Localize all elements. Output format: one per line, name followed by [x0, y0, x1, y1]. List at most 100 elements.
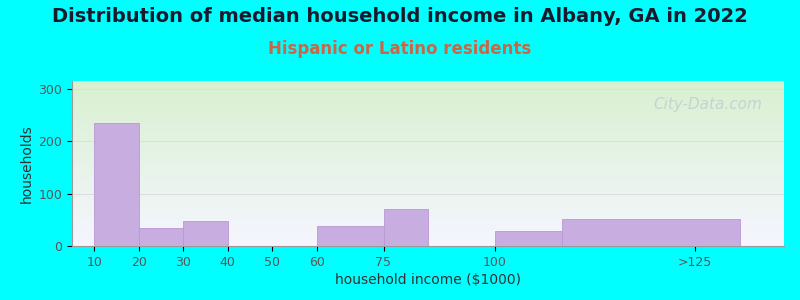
Bar — [72, 188, 784, 189]
Bar — [72, 83, 784, 84]
Bar — [72, 186, 784, 187]
Bar — [72, 222, 784, 223]
Bar — [72, 245, 784, 246]
Bar — [72, 84, 784, 85]
Bar — [72, 125, 784, 126]
Bar — [72, 242, 784, 243]
Bar — [72, 173, 784, 174]
Bar — [72, 109, 784, 110]
Bar — [72, 151, 784, 152]
Bar — [72, 168, 784, 169]
Bar — [72, 139, 784, 140]
Bar — [72, 94, 784, 95]
Bar — [72, 81, 784, 82]
Bar — [383, 209, 428, 246]
Bar — [72, 97, 784, 98]
Bar — [72, 89, 784, 90]
Bar — [72, 225, 784, 226]
Bar — [72, 197, 784, 198]
Bar — [317, 226, 383, 246]
Bar — [72, 195, 784, 196]
Bar — [72, 123, 784, 124]
Bar — [72, 137, 784, 138]
Bar — [72, 212, 784, 213]
Bar — [72, 203, 784, 204]
Bar — [72, 114, 784, 115]
Bar — [72, 116, 784, 117]
Bar — [72, 202, 784, 203]
Bar — [72, 193, 784, 194]
Bar — [183, 221, 228, 246]
Bar — [72, 135, 784, 136]
Bar — [72, 218, 784, 219]
Bar — [72, 162, 784, 163]
Y-axis label: households: households — [20, 124, 34, 203]
Bar — [72, 196, 784, 197]
Bar — [72, 229, 784, 230]
Bar — [72, 211, 784, 212]
Bar — [72, 235, 784, 236]
Bar — [72, 194, 784, 195]
Bar — [72, 134, 784, 135]
Bar — [72, 238, 784, 239]
Bar — [72, 230, 784, 231]
Bar — [72, 156, 784, 157]
Bar — [72, 165, 784, 166]
Bar — [72, 170, 784, 171]
Bar — [72, 121, 784, 122]
Bar — [72, 183, 784, 184]
Bar — [72, 228, 784, 229]
Bar — [72, 132, 784, 133]
Bar — [72, 127, 784, 128]
Bar — [72, 164, 784, 165]
Bar — [494, 231, 562, 246]
Bar — [72, 166, 784, 167]
Bar — [72, 110, 784, 111]
Bar — [72, 180, 784, 181]
Bar — [72, 115, 784, 116]
Bar — [72, 189, 784, 190]
Bar — [72, 185, 784, 186]
Bar — [72, 87, 784, 88]
Bar — [72, 82, 784, 83]
Bar — [72, 204, 784, 205]
Bar — [72, 231, 784, 232]
Bar — [72, 179, 784, 180]
Bar — [72, 149, 784, 150]
Bar — [72, 217, 784, 218]
Bar — [72, 226, 784, 227]
Bar — [72, 220, 784, 221]
Bar — [72, 138, 784, 139]
Bar — [72, 92, 784, 93]
Bar — [72, 181, 784, 182]
Bar — [72, 88, 784, 89]
Bar — [72, 210, 784, 211]
Bar — [72, 207, 784, 208]
Bar — [72, 152, 784, 153]
Bar — [72, 120, 784, 121]
Bar — [72, 199, 784, 200]
Bar — [72, 167, 784, 168]
Bar — [72, 150, 784, 151]
Bar — [72, 102, 784, 103]
Bar — [72, 119, 784, 120]
Bar — [72, 227, 784, 228]
Bar — [72, 154, 784, 155]
Bar — [72, 118, 784, 119]
Bar — [72, 133, 784, 134]
Bar — [72, 243, 784, 244]
Bar — [72, 101, 784, 102]
Bar — [72, 103, 784, 104]
Bar — [72, 176, 784, 177]
Bar — [72, 240, 784, 241]
Bar — [72, 113, 784, 114]
Text: Distribution of median household income in Albany, GA in 2022: Distribution of median household income … — [52, 8, 748, 26]
Bar — [72, 117, 784, 118]
Bar — [72, 174, 784, 175]
Bar — [72, 191, 784, 192]
Bar — [72, 234, 784, 235]
Bar — [72, 244, 784, 245]
Bar — [72, 215, 784, 216]
Bar — [72, 157, 784, 158]
Bar — [72, 160, 784, 161]
